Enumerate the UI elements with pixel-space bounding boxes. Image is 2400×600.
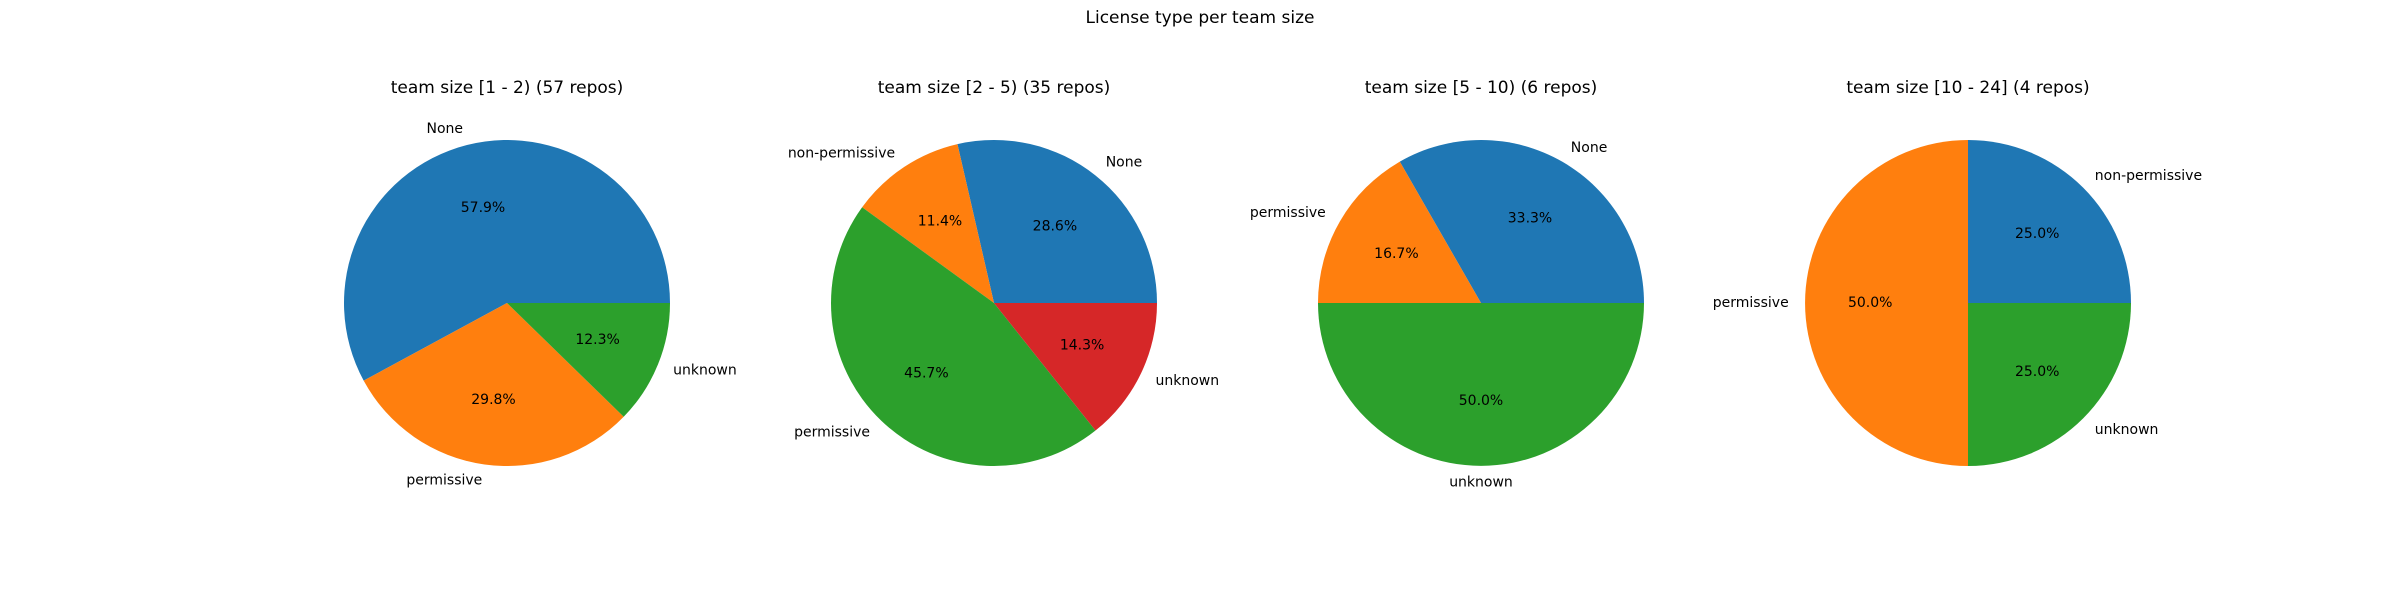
pie-percent-label: 14.3%	[1060, 338, 1104, 354]
pie-slice-label: None	[1106, 155, 1143, 171]
pie-slice-label: unknown	[1156, 373, 1220, 389]
pie-slice-non-permissive	[862, 144, 994, 303]
pie-title: team size [5 - 10) (6 repos)	[1365, 78, 1598, 98]
pie-title: team size [1 - 2) (57 repos)	[391, 78, 624, 98]
pie-slice-label: None	[426, 121, 463, 137]
pie-slice-label: permissive	[1250, 205, 1326, 221]
pie-percent-label: 50.0%	[1459, 393, 1503, 409]
pie-slice-None	[1399, 140, 1644, 303]
pie-slice-label: non-permissive	[788, 145, 895, 161]
pie-percent-label: 12.3%	[575, 332, 619, 348]
pie-slice-label: unknown	[2095, 422, 2159, 438]
pie-slice-non-permissive	[1968, 140, 2131, 303]
pie-percent-label: 25.0%	[2015, 364, 2059, 380]
pie-percent-label: 25.0%	[2015, 226, 2059, 242]
pie-slice-label: non-permissive	[2095, 168, 2202, 184]
pie-title: team size [10 - 24] (4 repos)	[1846, 78, 2089, 98]
pie-percent-label: 33.3%	[1508, 210, 1552, 226]
pie-slice-label: permissive	[794, 425, 870, 441]
figure-title: License type per team size	[1085, 8, 1315, 28]
pie-slice-permissive	[1318, 161, 1481, 303]
pie-title: team size [2 - 5) (35 repos)	[878, 78, 1111, 98]
pie-chart-1: team size [1 - 2) (57 repos) 57.9% None 29.…	[343, 78, 737, 489]
pie-slice-permissive	[363, 303, 624, 467]
pie-chart-3: team size [5 - 10) (6 repos) 33.3% None 16.…	[1250, 78, 1644, 490]
pie-percent-label: 57.9%	[461, 200, 505, 216]
pie-percent-label: 45.7%	[904, 366, 948, 382]
pie-slice-permissive	[831, 207, 1096, 466]
pie-slice-label: unknown	[1449, 474, 1513, 490]
pie-slice-label: permissive	[1713, 295, 1789, 311]
pie-slice-unknown	[507, 303, 670, 417]
pie-slice-permissive	[1805, 140, 1968, 466]
pie-chart-2: team size [2 - 5) (35 repos) 28.6% None 11.…	[788, 78, 1219, 466]
pie-slice-unknown	[1968, 303, 2131, 466]
pie-slice-unknown	[1318, 303, 1644, 466]
pie-slice-label: unknown	[673, 363, 737, 379]
pie-slice-label: permissive	[406, 473, 482, 489]
pie-slice-None	[343, 140, 670, 381]
pie-chart-4: team size [10 - 24] (4 repos) 25.0% non-pe…	[1713, 78, 2202, 466]
pie-percent-label: 50.0%	[1848, 295, 1892, 311]
pie-slice-label: None	[1571, 140, 1608, 156]
pie-slice-None	[957, 139, 1157, 303]
pie-percent-label: 29.8%	[471, 392, 515, 408]
pie-percent-label: 28.6%	[1033, 219, 1077, 235]
pie-percent-label: 11.4%	[918, 213, 962, 229]
pie-percent-label: 16.7%	[1374, 246, 1418, 262]
pie-slice-unknown	[994, 303, 1157, 431]
